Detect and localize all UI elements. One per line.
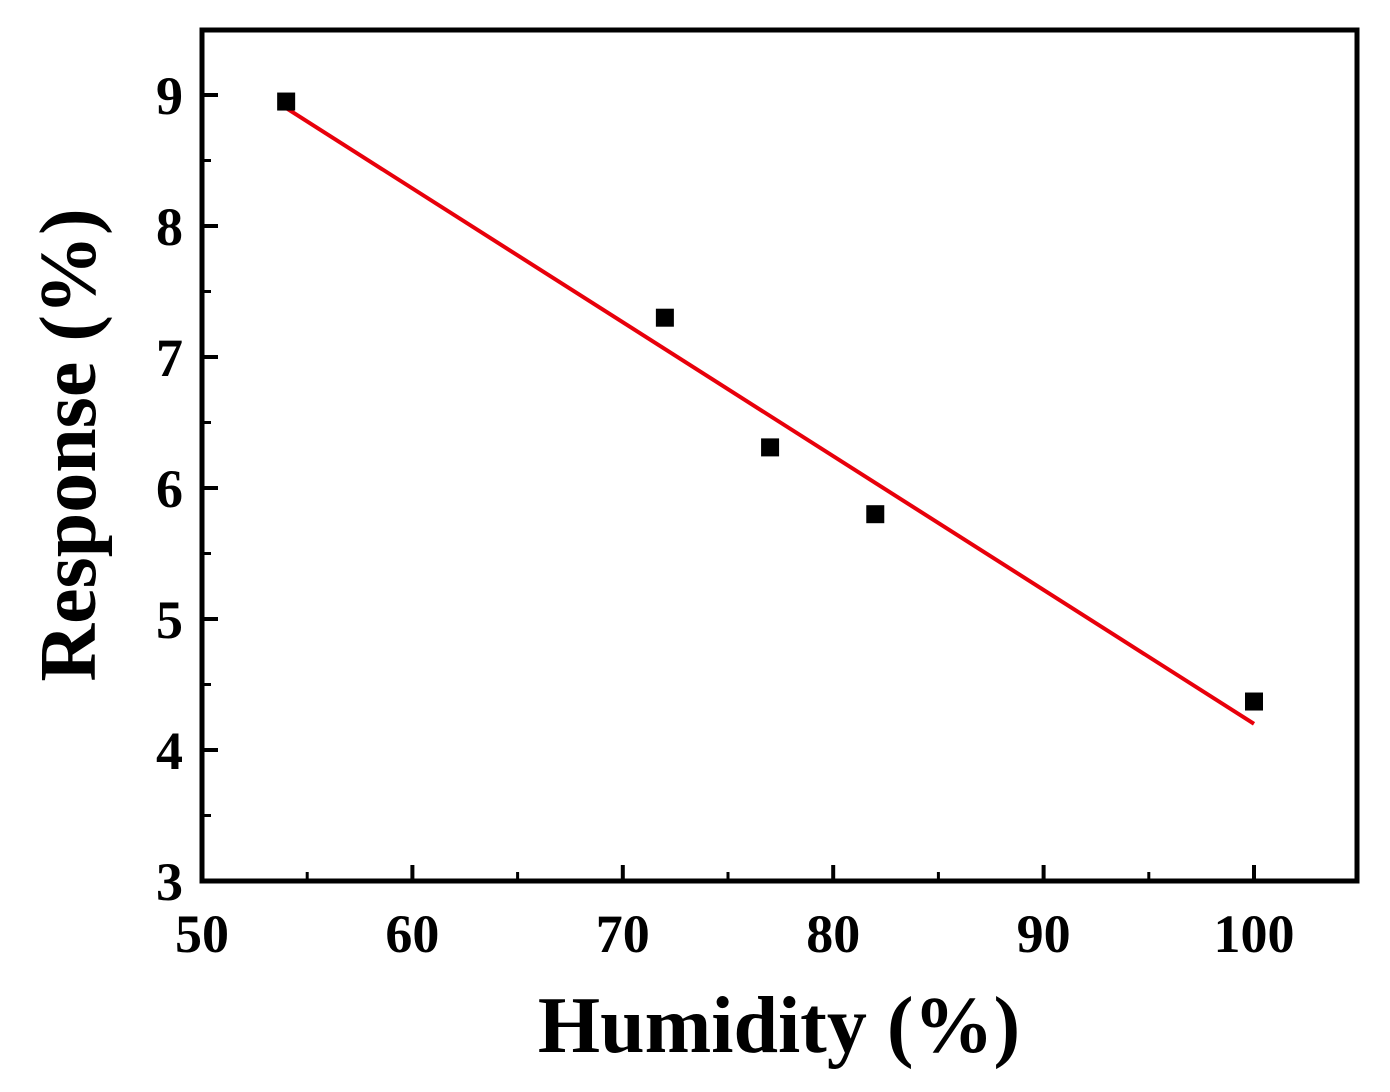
- x-tick-label: 80: [806, 904, 860, 964]
- y-tick-label: 7: [156, 328, 183, 388]
- y-tick-label: 4: [156, 721, 183, 781]
- x-tick-labels: 50 60 70 80 90 100: [175, 904, 1295, 964]
- data-point: [655, 308, 674, 327]
- minor-ticks: [202, 159, 1151, 881]
- data-points: [277, 92, 1263, 711]
- x-tick-label: 50: [175, 904, 229, 964]
- y-tick-label: 8: [156, 197, 183, 257]
- data-point: [866, 505, 885, 524]
- x-tick-label: 100: [1214, 904, 1295, 964]
- y-tick-label: 9: [156, 66, 183, 126]
- data-point: [761, 438, 780, 457]
- plot-frame: [199, 27, 1360, 884]
- x-tick-label: 90: [1017, 904, 1071, 964]
- x-tick-label: 70: [596, 904, 650, 964]
- x-tick-label: 60: [385, 904, 439, 964]
- y-tick-label: 5: [156, 590, 183, 650]
- data-point: [277, 92, 296, 111]
- y-axis-title: Response (%): [25, 208, 113, 681]
- x-axis-title: Humidity (%): [538, 982, 1020, 1070]
- major-ticks: [200, 93, 1256, 883]
- y-tick-labels: 3 4 5 6 7 8 9: [156, 66, 183, 912]
- fit-line: [285, 106, 1256, 726]
- data-point: [1245, 692, 1263, 711]
- y-tick-label: 6: [156, 459, 183, 519]
- y-tick-label: 3: [156, 852, 183, 912]
